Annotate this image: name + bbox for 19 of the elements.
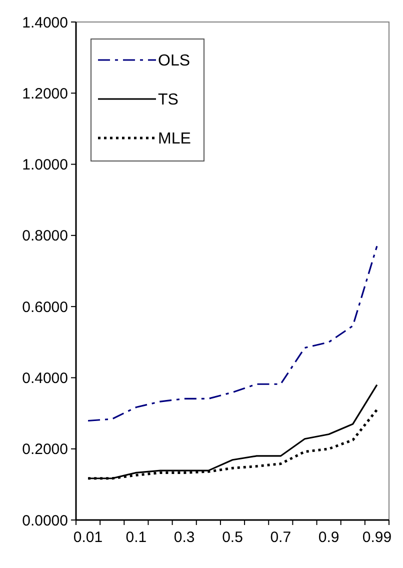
x-tick-label: 0.9 [318,529,340,546]
y-tick-label: 1.2000 [22,85,68,102]
x-tick-label: 0.1 [126,529,147,546]
y-tick-label: 0.0000 [22,512,68,530]
x-tick-label: 0.99 [362,529,392,546]
legend-label: TS [158,92,178,109]
line-series [87,245,378,422]
y-tick-label: 0.6000 [22,298,68,316]
x-tick-label: 0.01 [73,529,103,546]
x-tick-label: 0.5 [222,529,243,546]
y-tick-label: 1.0000 [22,156,68,174]
y-tick-label: 1.4000 [22,14,68,32]
y-tick-label: 0.8000 [22,228,68,245]
legend-label: MLE [158,130,191,148]
x-tick-label: 0.3 [174,529,195,546]
y-tick-label: 0.2000 [22,441,68,458]
legend-label: OLS [158,52,190,70]
y-tick-label: 0.4000 [22,370,68,387]
x-tick-label: 0.7 [270,529,292,546]
